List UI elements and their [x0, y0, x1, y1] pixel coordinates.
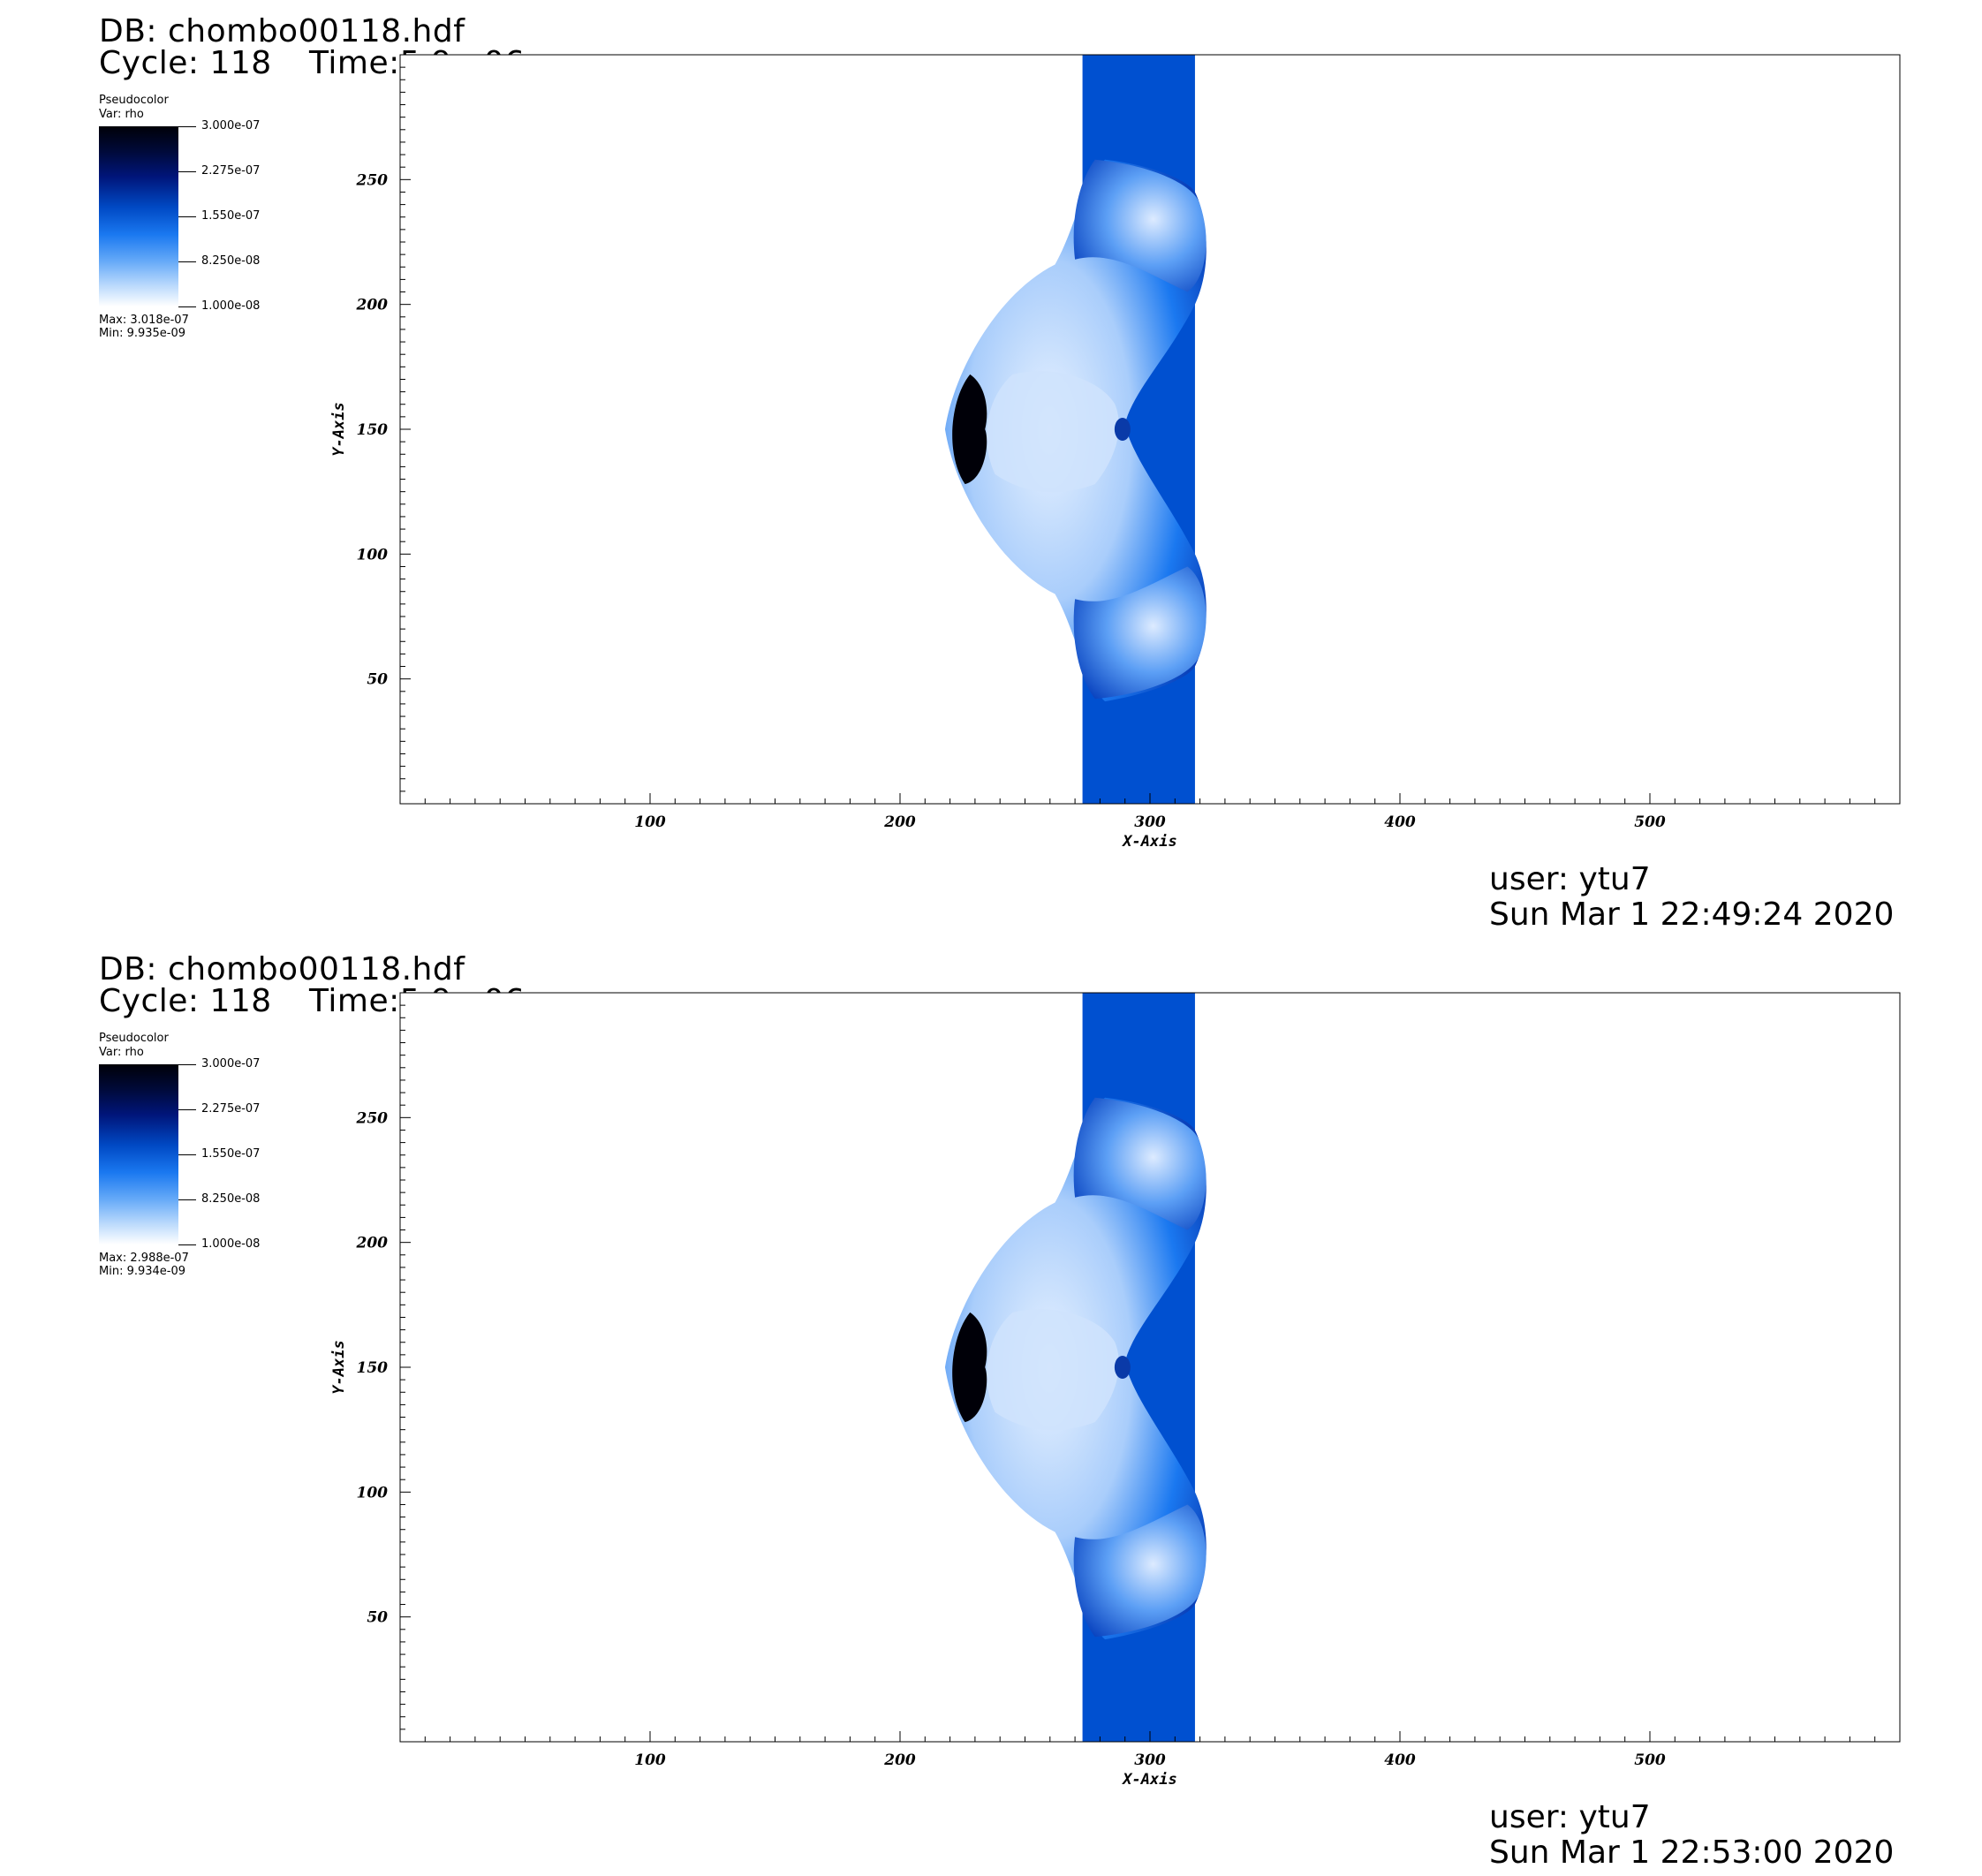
y-tick-label: 200 [356, 297, 389, 314]
colorbar-tick [178, 126, 196, 127]
legend-min: Min: 9.935e-09 [99, 327, 186, 340]
legend-variable: Var: rho [99, 1046, 144, 1059]
colorbar-label: 8.250e-08 [201, 254, 261, 268]
colorbar-label: 1.000e-08 [201, 1237, 261, 1251]
central-knot [1114, 1356, 1131, 1379]
y-tick-label: 50 [367, 671, 388, 689]
colorbar-label: 3.000e-07 [201, 1057, 261, 1070]
y-tick-label: 250 [356, 171, 389, 189]
cycle-label: Cycle: 118 [99, 45, 272, 81]
colorbar-tick [178, 1064, 196, 1065]
y-axis-label: Y-Axis [330, 1340, 348, 1394]
x-tick-label: 400 [1384, 813, 1416, 831]
y-tick-label: 150 [357, 421, 389, 439]
upper-lobe [1073, 1097, 1207, 1230]
colorbar-label: 8.250e-08 [201, 1192, 261, 1206]
plot-panel-1: DB: chombo00118.hdf Cycle: 118 Time:5.9e… [99, 13, 1901, 933]
y-tick-label: 250 [356, 1109, 389, 1127]
colorbar [99, 126, 178, 306]
x-tick-label: 200 [883, 1751, 916, 1769]
y-tick-label: 50 [367, 1609, 388, 1627]
colorbar-label: 3.000e-07 [201, 119, 261, 132]
inner-core [987, 1309, 1119, 1431]
x-tick-label: 500 [1634, 813, 1666, 831]
upper-lobe [1073, 159, 1207, 292]
legend-max: Max: 3.018e-07 [99, 314, 189, 327]
y-axis-label: Y-Axis [330, 402, 348, 456]
inner-core [987, 371, 1119, 493]
y-tick-label: 200 [356, 1235, 389, 1252]
x-axis-label: X-Axis [1121, 833, 1176, 851]
x-tick-label: 100 [634, 1751, 666, 1769]
central-knot [1114, 418, 1131, 441]
colorbar-tick [178, 1199, 196, 1200]
lower-lobe [1073, 1504, 1207, 1638]
legend-title: Pseudocolor [99, 94, 169, 107]
colorbar-label: 1.550e-07 [201, 209, 261, 223]
colorbar-tick [178, 1109, 196, 1110]
colorbar-tick [178, 171, 196, 172]
dense-front [952, 1312, 987, 1423]
y-tick-label: 100 [357, 546, 389, 564]
heatmap-plot: 100 200 300 400 500 50 100 150 200 250 X-Axis Y-Axi… [330, 54, 1901, 851]
y-tick-label: 100 [357, 1484, 389, 1502]
x-tick-label: 100 [634, 813, 666, 831]
x-tick-label: 200 [883, 813, 916, 831]
legend-title: Pseudocolor [99, 1032, 169, 1045]
colorbar-label: 1.550e-07 [201, 1147, 261, 1161]
legend-variable: Var: rho [99, 108, 144, 121]
date-label: Sun Mar 1 22:53:00 2020 [1489, 1834, 1895, 1871]
x-tick-label: 500 [1634, 1751, 1666, 1769]
heatmap-plot: 100 200 300 400 500 50 100 150 200 250 X-Axis Y-Axi… [330, 992, 1901, 1789]
lower-lobe [1073, 566, 1207, 700]
colorbar [99, 1064, 178, 1244]
colorbar-tick [178, 1154, 196, 1155]
legend-min: Min: 9.934e-09 [99, 1265, 186, 1278]
x-tick-label: 300 [1134, 1751, 1166, 1769]
x-axis-label: X-Axis [1121, 1771, 1176, 1789]
x-tick-label: 300 [1134, 813, 1166, 831]
database-label: DB: chombo00118.hdf [99, 13, 465, 49]
colorbar-label: 2.275e-07 [201, 164, 261, 178]
date-label: Sun Mar 1 22:49:24 2020 [1489, 896, 1895, 933]
database-label: DB: chombo00118.hdf [99, 951, 465, 987]
colorbar-tick [178, 306, 196, 307]
plot-panel-2: DB: chombo00118.hdf Cycle: 118 Time:5.9e… [0, 938, 1982, 1876]
colorbar-tick [178, 261, 196, 262]
legend-max: Max: 2.988e-07 [99, 1252, 189, 1265]
colorbar-tick [178, 1244, 196, 1245]
y-tick-label: 150 [357, 1359, 389, 1377]
colorbar-label: 2.275e-07 [201, 1102, 261, 1116]
colorbar-tick [178, 216, 196, 217]
cycle-label: Cycle: 118 [99, 983, 272, 1019]
dense-front [952, 374, 987, 485]
colorbar-label: 1.000e-08 [201, 299, 261, 313]
x-tick-label: 400 [1384, 1751, 1416, 1769]
user-label: user: ytu7 [1489, 861, 1651, 897]
user-label: user: ytu7 [1489, 1799, 1651, 1835]
